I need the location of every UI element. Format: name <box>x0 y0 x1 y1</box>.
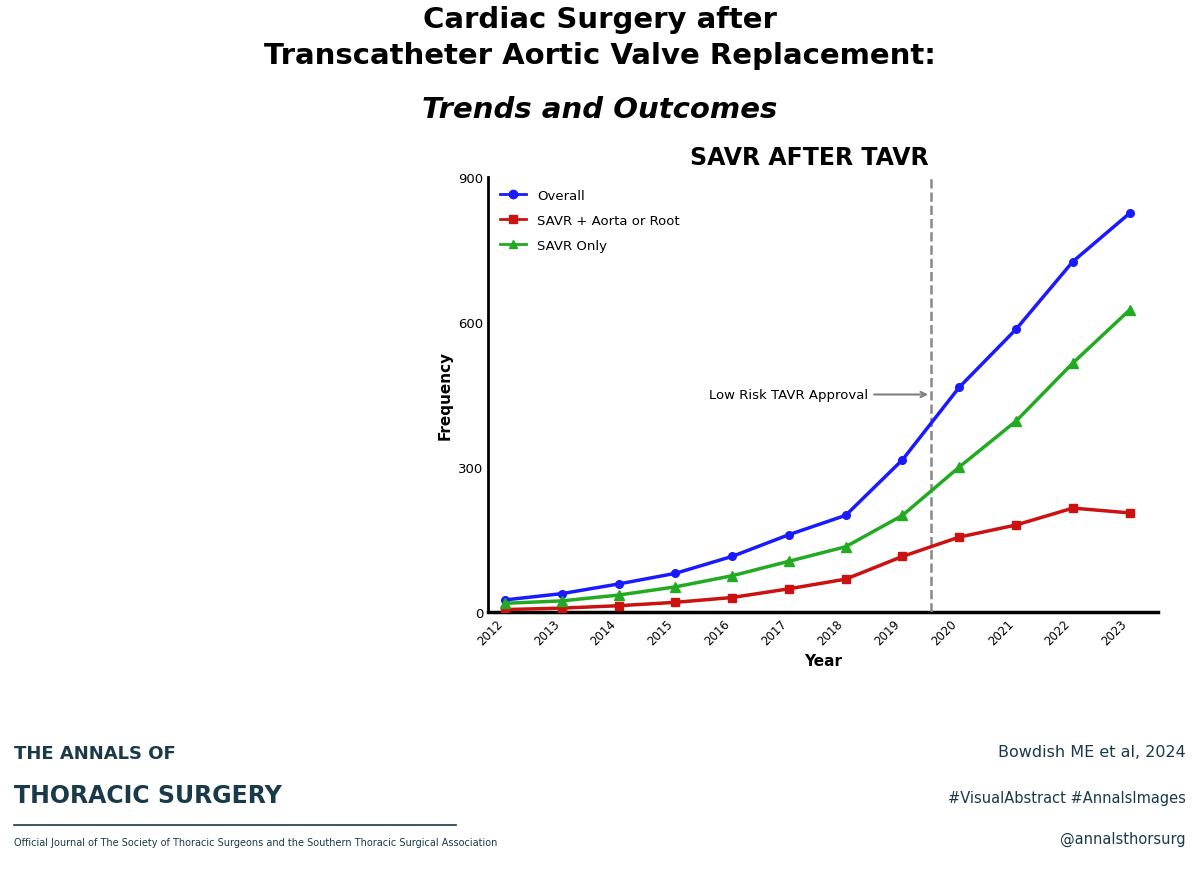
Text: @annalsthorsurg: @annalsthorsurg <box>1060 831 1186 846</box>
Y-axis label: Frequency: Frequency <box>437 350 452 440</box>
X-axis label: Year: Year <box>804 653 842 668</box>
Text: Bowdish ME et al, 2024: Bowdish ME et al, 2024 <box>998 744 1186 759</box>
Text: 2,485 (45.5%)  non-SAVR: 2,485 (45.5%) non-SAVR <box>29 243 282 261</box>
Text: SAVR after TAVR is the fastest growing adult cardiac operation: SAVR after TAVR is the fastest growing a… <box>14 687 929 714</box>
Text: Marked increase in TAVR
Explant and SAVR since Low
Risk TAVR Approval: Marked increase in TAVR Explant and SAVR… <box>29 507 306 574</box>
Text: Stroke 4.5%
Mortality 15.5%: Stroke 4.5% Mortality 15.5% <box>29 399 197 445</box>
Text: THORACIC SURGERY: THORACIC SURGERY <box>14 783 282 807</box>
Text: Trends and Outcomes: Trends and Outcomes <box>422 96 778 124</box>
Text: Official Journal of The Society of Thoracic Surgeons and the Southern Thoracic S: Official Journal of The Society of Thora… <box>14 837 498 847</box>
Text: 2,972 (54.5%)  SAVR: 2,972 (54.5%) SAVR <box>29 195 238 212</box>
Text: STS Adult Cardiac Surgery Database
2012 to 2023: STS Adult Cardiac Surgery Database 2012 … <box>29 302 322 338</box>
Text: #VisualAbstract #AnnalsImages: #VisualAbstract #AnnalsImages <box>948 790 1186 805</box>
Text: Low Risk TAVR Approval: Low Risk TAVR Approval <box>709 389 925 401</box>
Text: THE ANNALS OF: THE ANNALS OF <box>14 744 176 762</box>
Text: Cardiac Surgery after
Transcatheter Aortic Valve Replacement:: Cardiac Surgery after Transcatheter Aort… <box>264 6 936 70</box>
Text: 5,457 Operations after TAVR: 5,457 Operations after TAVR <box>29 146 317 164</box>
Legend: Overall, SAVR + Aorta or Root, SAVR Only: Overall, SAVR + Aorta or Root, SAVR Only <box>494 184 685 257</box>
Text: SAVR AFTER TAVR: SAVR AFTER TAVR <box>690 146 929 170</box>
